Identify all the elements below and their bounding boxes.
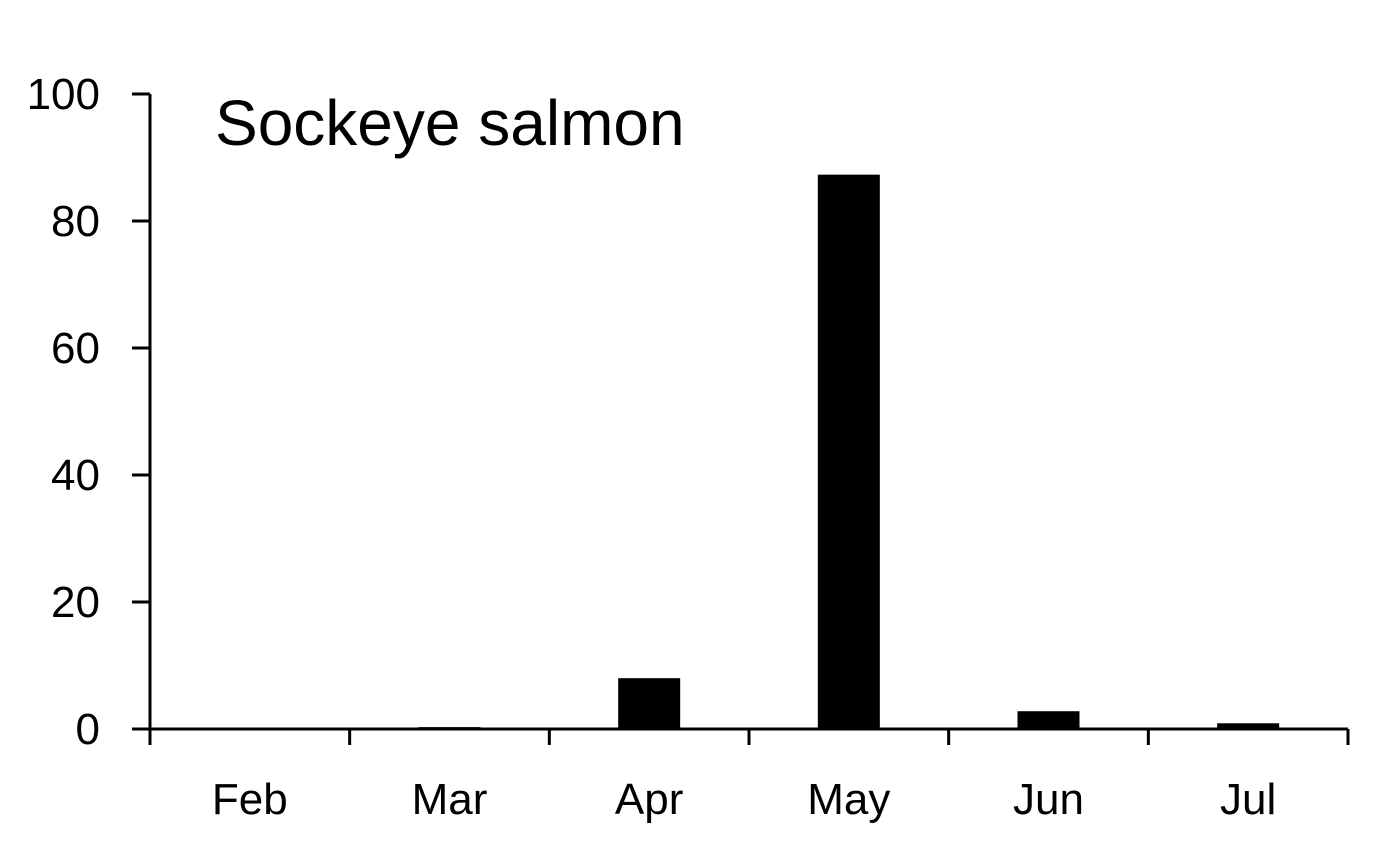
x-tick-label: May — [807, 775, 890, 824]
x-tick-label: Jul — [1220, 775, 1276, 824]
bar-may — [817, 174, 880, 729]
y-tick-label: 100 — [27, 70, 100, 119]
x-ticks: Feb Mar Apr May Jun Jul — [148, 729, 1350, 824]
y-tick-label: 0 — [76, 705, 100, 754]
y-tick-label: 40 — [51, 451, 100, 500]
y-tick-label: 80 — [51, 197, 100, 246]
y-ticks: 0 20 40 60 80 100 — [27, 70, 150, 754]
x-tick-label: Jun — [1013, 775, 1084, 824]
bar-apr — [618, 678, 681, 729]
bars — [418, 174, 1280, 729]
x-tick-label: Feb — [212, 775, 288, 824]
x-tick-label: Apr — [615, 775, 683, 824]
x-tick-label: Mar — [412, 775, 488, 824]
chart-title: Sockeye salmon — [215, 87, 685, 159]
bar-mar — [418, 727, 481, 729]
y-tick-label: 60 — [51, 324, 100, 373]
bar-jun — [1017, 711, 1080, 729]
bar-jul — [1217, 723, 1280, 729]
y-tick-label: 20 — [51, 578, 100, 627]
